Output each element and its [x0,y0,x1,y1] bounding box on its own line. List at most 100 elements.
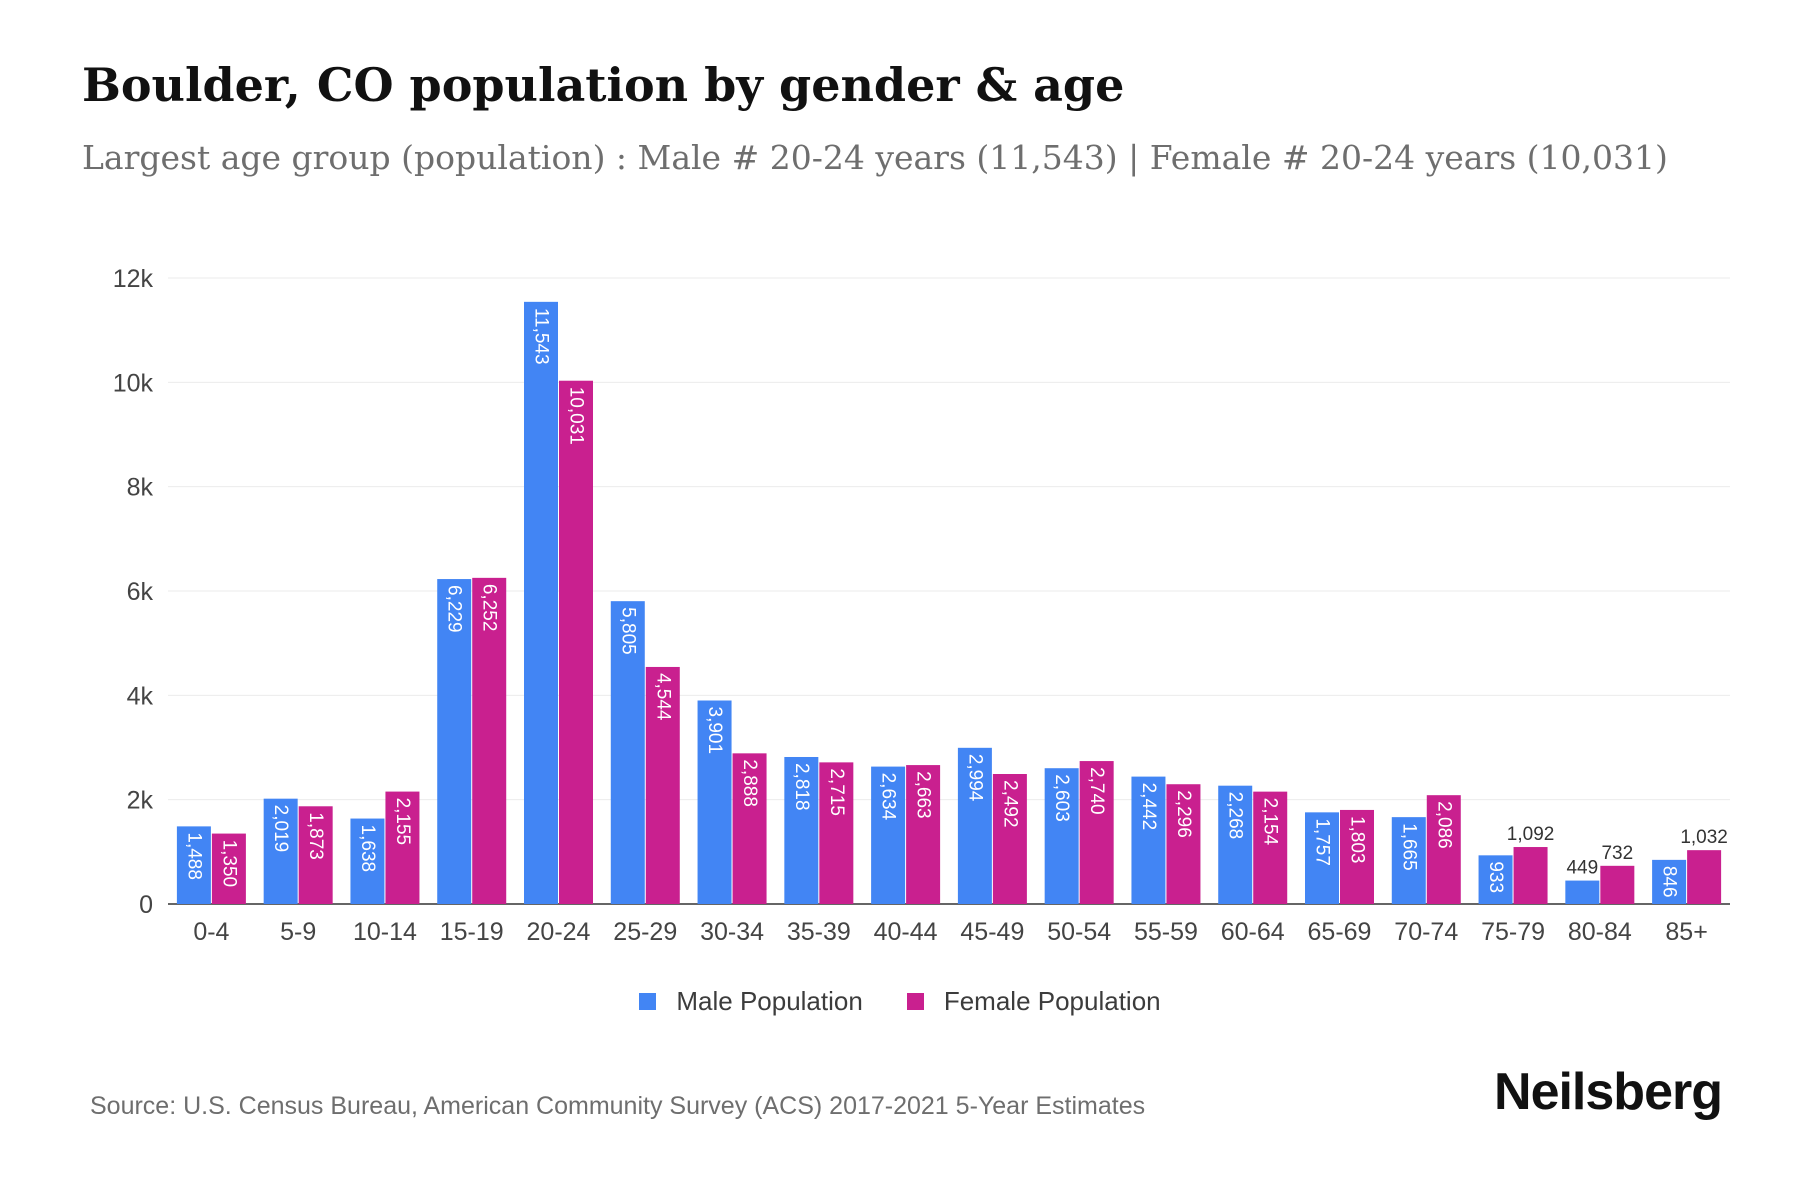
bar-male[interactable] [610,601,645,904]
legend-swatch-female [906,993,924,1010]
data-label: 10,031 [566,387,587,445]
y-tick-label: 0 [139,891,153,919]
x-axis-ticks: 0-4 5-9 10-14 15-19 20-24 25-29 30-34 35-39 40-4… [193,918,1708,946]
x-tick-label: 45-49 [960,918,1024,946]
bar-male[interactable] [350,818,385,904]
data-label: 2,268 [1225,792,1246,840]
legend-item-female[interactable]: Female Population [906,986,1161,1017]
bar-male[interactable] [784,756,819,904]
x-tick-label: 65-69 [1308,918,1372,946]
bar-female[interactable] [645,666,680,904]
x-tick-label: 10-14 [353,918,417,946]
bar-female[interactable] [559,380,593,904]
bar-female[interactable] [906,765,941,904]
data-label: 449 [1566,858,1598,879]
legend: Male Population Female Population [0,986,1800,1017]
bar-male[interactable] [263,798,298,904]
x-tick-label: 35-39 [787,918,851,946]
bar-female[interactable] [819,762,854,904]
x-tick-label: 15-19 [440,918,504,946]
bar-female[interactable] [1166,784,1201,904]
data-label: 732 [1601,843,1633,864]
bar-female[interactable] [472,577,507,904]
data-label: 11,543 [531,308,552,365]
x-tick-label: 50-54 [1047,918,1111,946]
bar-male[interactable] [1391,817,1426,904]
bar-female[interactable] [732,753,767,904]
data-label: 2,155 [392,798,413,846]
bar-female[interactable] [1687,850,1722,904]
x-tick-label: 55-59 [1134,918,1198,946]
data-label: 2,888 [739,759,760,807]
data-label: 1,873 [305,812,326,860]
data-label: 2,818 [791,763,812,811]
bar-female[interactable] [298,806,333,904]
bar-male[interactable] [957,747,992,904]
bar-male[interactable] [1305,812,1339,904]
x-tick-label: 25-29 [613,918,677,946]
data-label: 2,715 [826,768,847,816]
bar-male[interactable] [1131,776,1166,904]
bar-male[interactable] [524,301,558,904]
bar-male[interactable] [871,766,906,904]
chart-subtitle: Largest age group (population) : Male # … [82,138,1668,177]
bar-female[interactable] [1079,761,1114,904]
data-label: 3,901 [704,706,725,754]
source-note: Source: U.S. Census Bureau, American Com… [90,1092,1146,1120]
data-label: 2,296 [1173,790,1194,838]
data-label: 1,092 [1507,824,1555,845]
y-tick-label: 4k [127,682,154,710]
bar-male[interactable] [1565,880,1600,904]
x-tick-label: 20-24 [527,918,591,946]
x-tick-label: 80-84 [1568,918,1632,946]
data-label: 933 [1485,861,1506,893]
bar-male[interactable] [437,579,472,904]
data-label: 2,019 [270,805,291,853]
data-label: 2,663 [913,771,934,819]
data-label: 6,229 [444,585,465,633]
data-label: 1,803 [1347,816,1368,864]
data-label: 1,488 [183,832,204,880]
data-label: 1,350 [218,840,239,888]
data-label: 2,994 [964,754,985,802]
legend-swatch-male [639,993,657,1010]
x-tick-label: 75-79 [1481,918,1545,946]
bar-female[interactable] [1513,847,1548,904]
bar-female[interactable] [1253,791,1288,904]
bar-male[interactable] [1478,855,1513,904]
x-tick-label: 40-44 [874,918,938,946]
y-tick-label: 2k [127,787,154,815]
x-tick-label: 70-74 [1394,918,1458,946]
data-label: 2,634 [878,773,899,821]
bar-female[interactable] [1426,795,1461,904]
data-label: 6,252 [479,584,500,632]
bar-male[interactable] [697,700,732,904]
x-tick-label: 30-34 [700,918,764,946]
data-label: 1,665 [1398,823,1419,871]
y-tick-label: 6k [127,578,154,606]
bar-chart: 0 2k 4k 6k 8k 10k 12k 1,488 1,350 2,019 1,873 1,63… [113,265,1730,946]
legend-item-male[interactable]: Male Population [639,986,863,1017]
y-tick-label: 12k [113,265,154,293]
data-label: 2,492 [999,780,1020,828]
bar-male[interactable] [1652,859,1687,904]
bar-female[interactable] [211,833,246,904]
x-tick-label: 0-4 [193,918,229,946]
data-label: 2,086 [1433,801,1454,849]
chart-title: Boulder, CO population by gender & age [82,58,1125,112]
bar-female[interactable] [385,791,420,904]
brand-logo: Neilsberg [1494,1063,1723,1121]
bar-female[interactable] [1600,865,1635,904]
legend-label-female: Female Population [943,986,1161,1016]
y-tick-label: 8k [127,474,154,502]
bar-female[interactable] [992,774,1027,904]
bar-male[interactable] [1044,768,1079,904]
bar-male[interactable] [176,826,211,904]
data-label: 2,603 [1051,774,1072,822]
bar-male[interactable] [1218,785,1253,904]
x-tick-label: 60-64 [1221,918,1285,946]
data-label: 1,757 [1312,818,1333,866]
data-label: 2,154 [1260,798,1281,846]
bar-female[interactable] [1340,809,1374,904]
y-tick-label: 10k [113,369,154,397]
